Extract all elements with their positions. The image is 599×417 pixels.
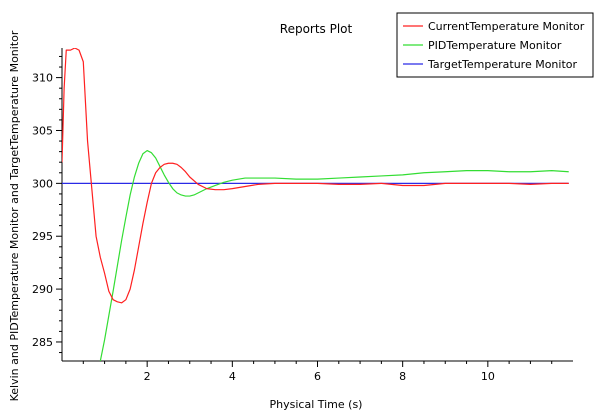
- y-tick-label: 310: [32, 72, 53, 85]
- x-tick-label: 6: [314, 370, 321, 383]
- y-tick-label: 305: [32, 124, 53, 137]
- series-line-pidtemperature-monitor: [99, 149, 569, 361]
- y-tick-label: 300: [32, 177, 53, 190]
- chart-title: Reports Plot: [280, 22, 353, 36]
- legend-label: PIDTemperature Monitor: [428, 39, 562, 52]
- x-axis-label: Physical Time (s): [270, 398, 363, 411]
- legend-label: CurrentTemperature Monitor: [428, 20, 585, 33]
- y-tick-label: 290: [32, 283, 53, 296]
- y-tick-label: 285: [32, 336, 53, 349]
- series-line-currenttemperature-monitor: [62, 48, 569, 304]
- y-tick-label: 295: [32, 230, 53, 243]
- x-tick-label: 4: [229, 370, 236, 383]
- plot-area: 2 4 6 8 10 285 290 295 300 305 310: [32, 48, 573, 383]
- legend-label: TargetTemperature Monitor: [427, 58, 577, 71]
- x-tick-label: 2: [144, 370, 151, 383]
- legend-box: [396, 12, 594, 78]
- x-tick-label: 10: [481, 370, 495, 383]
- y-axis-label: Kelvin and PIDTemperature Monitor and Ta…: [8, 30, 21, 401]
- x-tick-label: 8: [399, 370, 406, 383]
- legend: CurrentTemperature Monitor PIDTemperature…: [396, 12, 594, 78]
